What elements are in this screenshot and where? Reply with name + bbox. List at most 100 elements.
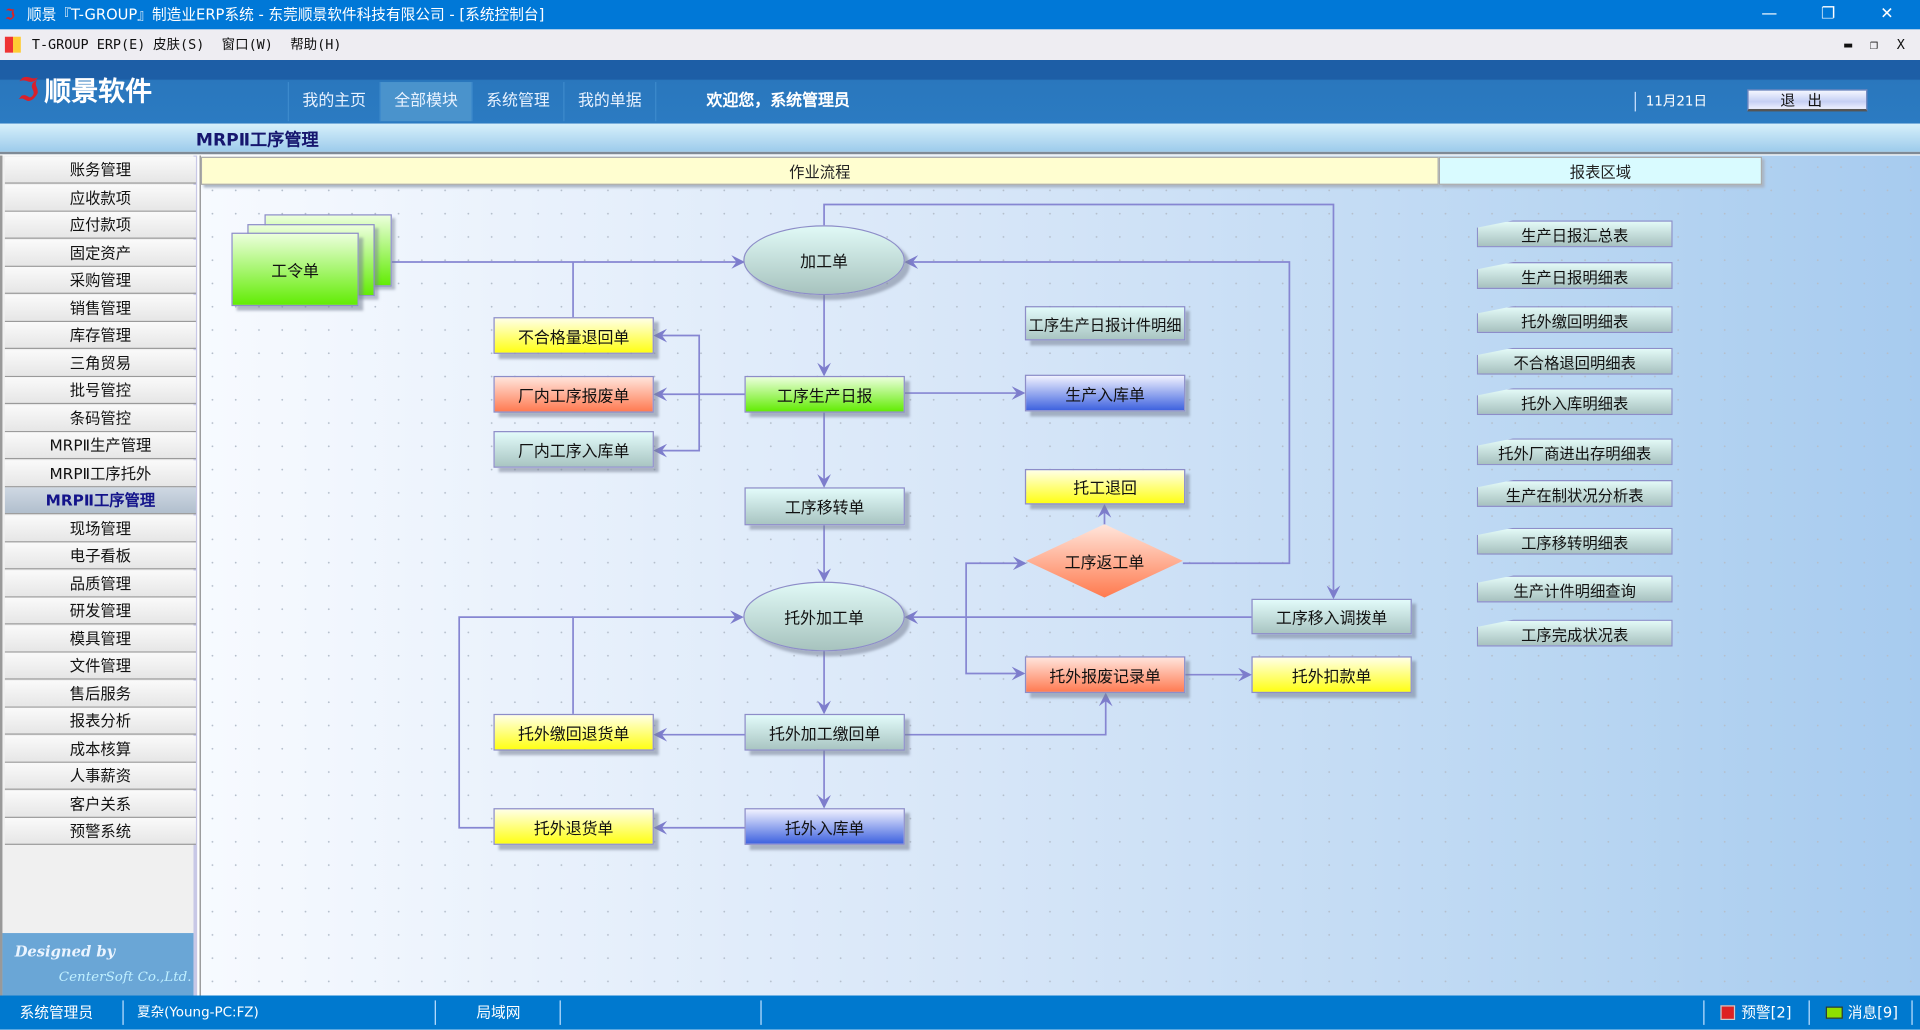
flow-section-header: 作业流程 [200,156,1439,185]
node-processing-order[interactable]: 加工单 [743,225,905,296]
node-outsource-scrap[interactable]: 托外报废记录单 [1024,656,1186,694]
report-section-header: 报表区域 [1438,156,1763,185]
mdi-close-button[interactable]: X [1896,36,1905,53]
sidebar-item[interactable]: 固定资产 [4,239,196,267]
status-user: 系统管理员 [19,1004,94,1022]
menu-bar: T-GROUP ERP(E) 皮肤(S) 窗口(W) 帮助(H) ▬ ❐ X [0,29,1920,61]
node-outsource-deduction[interactable]: 托外扣款单 [1251,656,1412,694]
divider [760,1000,762,1025]
sidebar-item[interactable]: 报表分析 [4,707,196,735]
report-item[interactable]: 托外缴回明细表 [1476,306,1673,334]
sidebar: 账务管理 应收款项 应付款项 固定资产 采购管理 销售管理 库存管理 三角贸易 … [0,155,198,996]
sidebar-item[interactable]: 文件管理 [4,652,196,680]
node-outsource-stock-in[interactable]: 托外入库单 [744,808,905,845]
minimize-button[interactable]: — [1761,4,1778,24]
sidebar-item[interactable]: 库存管理 [4,322,196,349]
node-outsource-returns[interactable]: 托外退货单 [493,808,654,845]
report-item[interactable]: 生产日报汇总表 [1476,220,1673,248]
node-outsource-processing[interactable]: 托外加工单 [743,581,905,652]
divider [1808,1000,1810,1025]
sidebar-item[interactable]: 条码管控 [4,404,196,432]
divider [434,1000,436,1025]
divider [1911,1000,1913,1025]
report-item[interactable]: 生产计件明细查询 [1476,575,1673,603]
welcome-text: 欢迎您，系统管理员 [706,91,850,111]
restore-button[interactable]: ❐ [1821,4,1836,24]
report-item[interactable]: 托外厂商进出存明细表 [1476,438,1673,466]
sidebar-item[interactable]: 成本核算 [4,735,196,763]
flow-connectors [391,203,1341,835]
report-item[interactable]: 不合格退回明细表 [1476,347,1673,375]
sidebar-item[interactable]: 三角贸易 [4,349,196,377]
node-outsource-return-goods[interactable]: 托外缴回退货单 [493,713,654,751]
menu-help[interactable]: 帮助(H) [290,36,342,53]
node-internal-scrap[interactable]: 厂内工序报废单 [493,375,654,413]
app-icon: ℑ [4,6,16,24]
sidebar-item[interactable]: 预警系统 [4,817,196,845]
date: 11月21日 [1634,91,1707,112]
report-item[interactable]: 工序移转明细表 [1476,527,1673,555]
sidebar-item[interactable]: MRPⅡ生产管理 [4,432,196,460]
module-title-bar: MRPⅡ工序管理 [0,123,1920,155]
sidebar-item-active[interactable]: MRPⅡ工序管理 [4,487,196,515]
close-button[interactable]: ✕ [1880,4,1894,24]
title-bar: ℑ 顺景『T-GROUP』制造业ERP系统 - 东莞顺景软件科技有限公司 - [… [0,0,1920,30]
sidebar-item[interactable]: 电子看板 [4,542,196,570]
mdi-restore-button[interactable]: ❐ [1869,36,1878,53]
sidebar-item[interactable]: 账务管理 [4,156,196,184]
menu-skin[interactable]: 皮肤(S) [153,36,205,53]
tab-my-documents[interactable]: 我的单据 [563,82,657,122]
sidebar-item[interactable]: 品质管理 [4,570,196,597]
node-work-order[interactable]: 工令单 [231,232,359,307]
menu-window[interactable]: 窗口(W) [221,36,273,53]
report-item[interactable]: 生产在制状况分析表 [1476,480,1673,507]
divider [559,1000,561,1025]
node-transfer-order[interactable]: 工序移转单 [744,487,905,526]
sidebar-item[interactable]: 应收款项 [4,184,196,212]
node-internal-stock-in[interactable]: 厂内工序入库单 [493,431,654,468]
sidebar-item[interactable]: 人事薪资 [4,762,196,790]
tab-all-modules[interactable]: 全部模块 [379,82,472,122]
status-network: 局域网 [476,1004,521,1022]
erp-menu-icon [4,36,21,53]
sidebar-item[interactable]: 采购管理 [4,266,196,294]
node-outsource-delivery[interactable]: 托外加工缴回单 [744,713,905,751]
menu-erp[interactable]: T-GROUP ERP(E) [31,36,146,53]
sidebar-item[interactable]: 现场管理 [4,514,196,542]
report-item[interactable]: 工序完成状况表 [1476,619,1673,647]
logo-text: 顺景软件 [44,77,153,108]
mdi-minimize-button[interactable]: ▬ [1844,36,1853,53]
sidebar-item[interactable]: 销售管理 [4,294,196,322]
sidebar-item[interactable]: MRPⅡ工序托外 [4,459,196,487]
sidebar-item[interactable]: 研发管理 [4,597,196,625]
tab-home[interactable]: 我的主页 [287,82,380,122]
divider [122,1000,124,1025]
app-header: ℑ 顺景软件 我的主页 全部模块 系统管理 我的单据 欢迎您，系统管理员 11月2… [0,60,1920,124]
tab-system[interactable]: 系统管理 [471,82,563,122]
alerts-button[interactable]: 预警[2] [1741,1004,1792,1022]
sidebar-item[interactable]: 客户关系 [4,790,196,818]
node-production-stock-in[interactable]: 生产入库单 [1024,374,1186,412]
page-title: MRPⅡ工序管理 [195,131,319,151]
status-bar: 系统管理员 夏杂(Young-PC:FZ) 局域网 预警[2] 消息[9] [0,995,1920,1030]
exit-button[interactable]: 退出 [1747,89,1868,112]
node-daily-report[interactable]: 工序生产日报 [744,375,905,413]
node-reject-return[interactable]: 不合格量退回单 [493,317,654,354]
flow-canvas: 作业流程 报表区域 工令单 加工单 不合格量退回单 厂内工序报废单 厂内工序入库… [199,155,1920,996]
status-host: 夏杂(Young-PC:FZ) [137,1004,259,1021]
message-icon [1825,1006,1843,1019]
alert-icon [1720,1005,1736,1021]
report-item[interactable]: 托外入库明细表 [1476,388,1673,416]
window-title: 顺景『T-GROUP』制造业ERP系统 - 东莞顺景软件科技有限公司 - [系统… [26,6,545,24]
sidebar-item[interactable]: 模具管理 [4,625,196,653]
sidebar-item[interactable]: 批号管控 [4,377,196,405]
node-piece-detail[interactable]: 工序生产日报计件明细 [1024,306,1186,341]
sidebar-item[interactable]: 售后服务 [4,680,196,708]
messages-button[interactable]: 消息[9] [1847,1004,1898,1022]
logo-icon: ℑ [17,72,40,109]
sidebar-item[interactable]: 应付款项 [4,211,196,239]
report-item[interactable]: 生产日报明细表 [1476,262,1673,289]
node-outsource-return[interactable]: 托工退回 [1024,468,1186,505]
node-transfer-in[interactable]: 工序移入调拨单 [1251,598,1412,635]
designed-by-text: Designed by [14,942,116,961]
